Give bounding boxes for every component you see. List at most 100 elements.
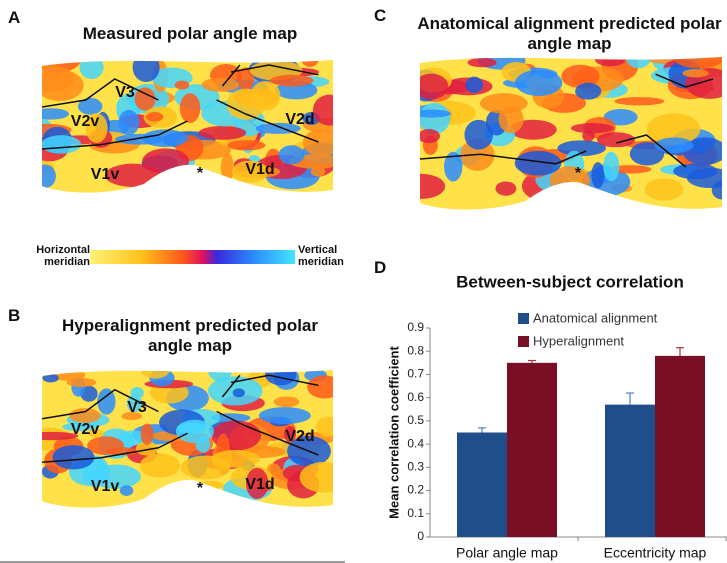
- y-tick-label: 0.4: [407, 436, 424, 450]
- map-blob: [142, 148, 189, 173]
- map-blob: [307, 375, 342, 398]
- legend-label: Anatomical alignment: [533, 310, 658, 325]
- x-tick-label: Polar angle map: [456, 545, 558, 561]
- map-blob: [259, 407, 311, 424]
- region-label: V2v: [71, 113, 100, 130]
- region-label: V1v: [91, 478, 120, 495]
- marker: *: [197, 480, 204, 497]
- map-blob: [303, 129, 342, 156]
- map-blob: [251, 81, 281, 111]
- map-blob: [29, 66, 74, 92]
- map-blob: [119, 110, 140, 135]
- y-tick-label: 0.2: [407, 483, 424, 497]
- map-blob: [499, 106, 524, 133]
- region-label: V2v: [71, 421, 100, 438]
- legend-swatch: [518, 313, 529, 324]
- map-blob: [181, 455, 231, 479]
- map-blob: [120, 485, 134, 495]
- map-blob: [80, 56, 104, 80]
- panel-letter: A: [8, 8, 20, 28]
- y-tick-label: 0.3: [407, 460, 424, 474]
- y-axis-label: Mean correlation coefficient: [386, 346, 401, 519]
- brain-map: [398, 42, 727, 215]
- bar: [605, 405, 655, 537]
- map-blob: [682, 69, 708, 77]
- bar: [655, 356, 705, 537]
- map-blob: [603, 152, 619, 181]
- colorbar-label: Vertical meridian: [298, 244, 358, 268]
- map-blob: [202, 78, 240, 92]
- map-blob: [227, 140, 265, 150]
- map-blob: [464, 120, 493, 150]
- map-blob: [414, 74, 448, 100]
- map-blob: [42, 374, 58, 383]
- y-tick-label: 0.6: [407, 390, 424, 404]
- colorbar: [90, 250, 295, 264]
- panel-letter: D: [374, 258, 386, 278]
- map-blob: [67, 378, 97, 387]
- figure: {"panels": [ {"label": "A", "title": "Me…: [0, 0, 727, 563]
- legend-swatch: [518, 336, 529, 347]
- map-blob: [130, 387, 143, 399]
- map-blob: [52, 445, 94, 469]
- map-blob: [140, 453, 180, 477]
- legend-label: Hyperalignment: [533, 333, 624, 348]
- map-blob: [28, 54, 58, 64]
- panel-letter: B: [8, 306, 20, 326]
- map-blob: [175, 80, 189, 89]
- map-blob: [571, 123, 614, 133]
- y-tick-label: 0.9: [407, 320, 424, 334]
- marker: *: [197, 165, 204, 182]
- region-label: V3: [127, 399, 147, 416]
- map-blob: [413, 110, 451, 118]
- map-blob: [35, 164, 56, 187]
- map-blob: [199, 126, 247, 140]
- figure-canvas: V3V2vV2dV1vV1dV3V2vV2dV1vV1d***Between-s…: [0, 0, 727, 563]
- region-label: V2d: [285, 428, 314, 445]
- map-blob: [398, 174, 445, 199]
- map-blob: [645, 178, 684, 200]
- map-blob: [615, 97, 665, 105]
- marker: *: [575, 165, 582, 182]
- map-blob: [233, 388, 245, 397]
- map-blob: [279, 145, 305, 164]
- y-tick-label: 0.1: [407, 506, 424, 520]
- map-blob: [575, 83, 601, 100]
- map-blob: [300, 462, 348, 493]
- x-tick-label: Eccentricity map: [604, 545, 707, 561]
- bar: [507, 363, 557, 537]
- panel-letter: C: [374, 6, 386, 26]
- map-blob: [418, 129, 440, 143]
- map-blob: [221, 153, 234, 183]
- colorbar-label: Horizontal meridian: [18, 244, 90, 268]
- map-blob: [419, 103, 451, 134]
- map-blob: [515, 70, 562, 96]
- panel-title: Measured polar angle map: [40, 24, 340, 44]
- map-blob: [180, 93, 200, 123]
- map-blob: [467, 58, 496, 67]
- panel-title: Anatomical alignment predicted polar ang…: [412, 14, 727, 54]
- map-blob: [32, 108, 69, 119]
- region-label: V2d: [285, 111, 314, 128]
- map-blob: [176, 420, 214, 443]
- chart-title: Between-subject correlation: [456, 272, 684, 291]
- map-blob: [141, 361, 170, 379]
- map-blob: [316, 416, 340, 437]
- map-blob: [465, 77, 483, 93]
- map-blob: [301, 49, 319, 67]
- y-tick-label: 0.5: [407, 413, 424, 427]
- map-blob: [41, 135, 81, 153]
- map-blob: [274, 396, 299, 407]
- y-tick-label: 0: [417, 529, 424, 543]
- map-blob: [591, 162, 604, 188]
- map-blob: [495, 181, 516, 195]
- map-blob: [313, 95, 346, 126]
- region-label: V1v: [91, 166, 120, 183]
- map-blob: [270, 75, 314, 87]
- region-label: V1d: [245, 476, 274, 493]
- map-blob: [174, 167, 189, 185]
- panel-title: Hyperalignment predicted polar angle map: [55, 316, 325, 356]
- y-tick-label: 0.8: [407, 343, 424, 357]
- y-tick-label: 0.7: [407, 367, 424, 381]
- map-blob: [133, 53, 160, 82]
